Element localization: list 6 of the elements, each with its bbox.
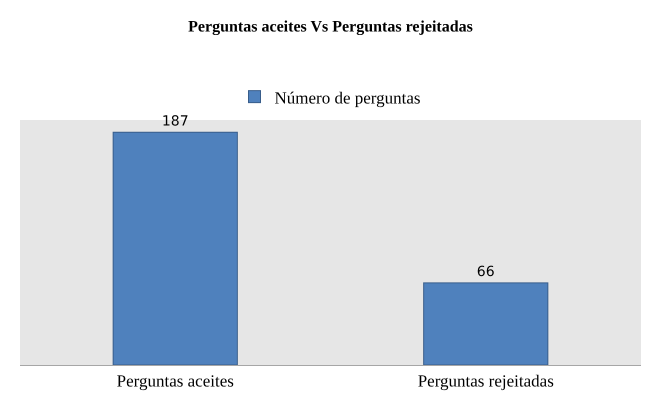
- x-tick-label: Perguntas aceites: [116, 371, 234, 390]
- legend-label: Número de perguntas: [274, 88, 421, 108]
- x-tick-label: Perguntas rejeitadas: [418, 371, 554, 390]
- data-label: 187: [162, 113, 189, 130]
- data-label: 66: [476, 264, 495, 280]
- chart-title: Perguntas aceites Vs Perguntas rejeitadas: [188, 18, 473, 36]
